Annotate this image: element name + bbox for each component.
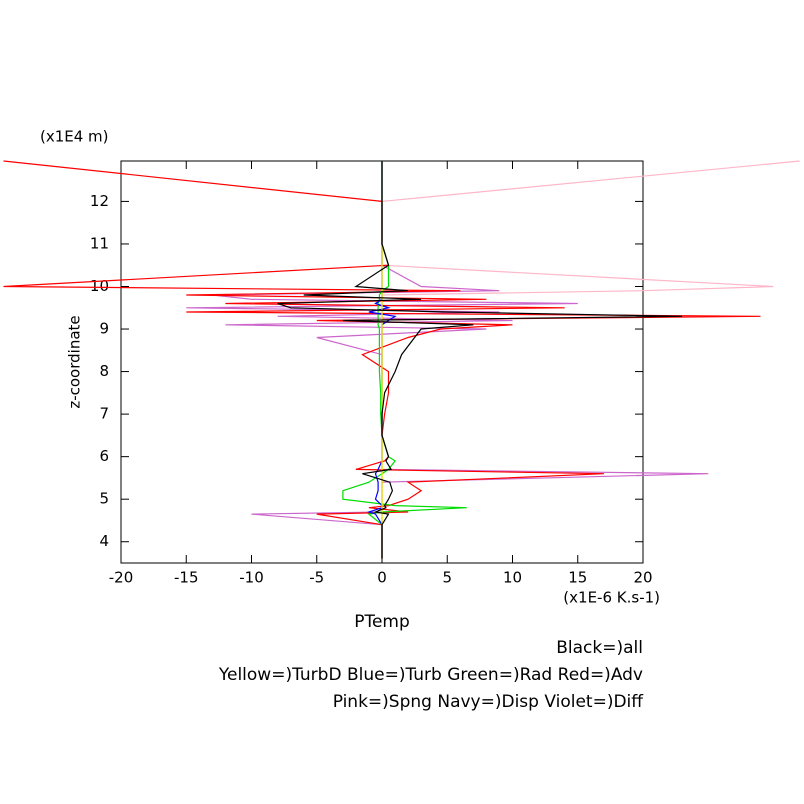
- x-tick-label: 15: [568, 569, 587, 587]
- legend-entry: Pink=)Spng: [333, 692, 432, 712]
- series-line: [342, 161, 467, 559]
- y-tick-label: 10: [90, 277, 109, 295]
- legend-entry: Blue=)Turb: [347, 665, 442, 685]
- y-tick-label: 7: [99, 405, 109, 423]
- y-tick-label: 11: [90, 234, 109, 252]
- legend-entry: Green=)Rad: [447, 665, 552, 685]
- x-tick-label: -20: [109, 569, 134, 587]
- x-tick-label: -10: [239, 569, 264, 587]
- legend-line: Black=)all: [556, 638, 643, 658]
- legend-entry: Yellow=)TurbD: [218, 665, 342, 685]
- legend-entry: Violet=)Diff: [544, 692, 644, 712]
- x-axis-label: PTemp: [354, 612, 410, 632]
- y-tick-label: 8: [99, 362, 109, 380]
- x-tick-label: 20: [633, 569, 652, 587]
- legend-entry: Navy=)Disp: [437, 692, 539, 712]
- legend-line: Pink=)Spng Navy=)Disp Violet=)Diff: [333, 692, 645, 712]
- legend-entry: Black=)all: [556, 638, 643, 658]
- x-tick-label: -5: [309, 569, 324, 587]
- x-tick-label: 0: [377, 569, 387, 587]
- x-tick-label: -15: [174, 569, 199, 587]
- y-axis-label: z-coordinate: [66, 315, 84, 408]
- series-line: [381, 160, 800, 559]
- series-line: [277, 161, 683, 559]
- x-tick-label: 5: [442, 569, 452, 587]
- x-tick-label: 10: [503, 569, 522, 587]
- legend-entry: Red=)Adv: [558, 665, 643, 685]
- series-line: [186, 161, 709, 559]
- y-tick-label: 9: [99, 320, 109, 338]
- y-tick-label: 4: [99, 532, 109, 550]
- y-tick-label: 6: [99, 447, 109, 465]
- y-tick-label: 12: [90, 192, 109, 210]
- x-unit: (x1E-6 K.s-1): [563, 589, 660, 607]
- y-tick-label: 5: [99, 490, 109, 508]
- y-unit: (x1E4 m): [40, 128, 109, 146]
- legend-line: Yellow=)TurbD Blue=)Turb Green=)Rad Red=…: [218, 665, 643, 685]
